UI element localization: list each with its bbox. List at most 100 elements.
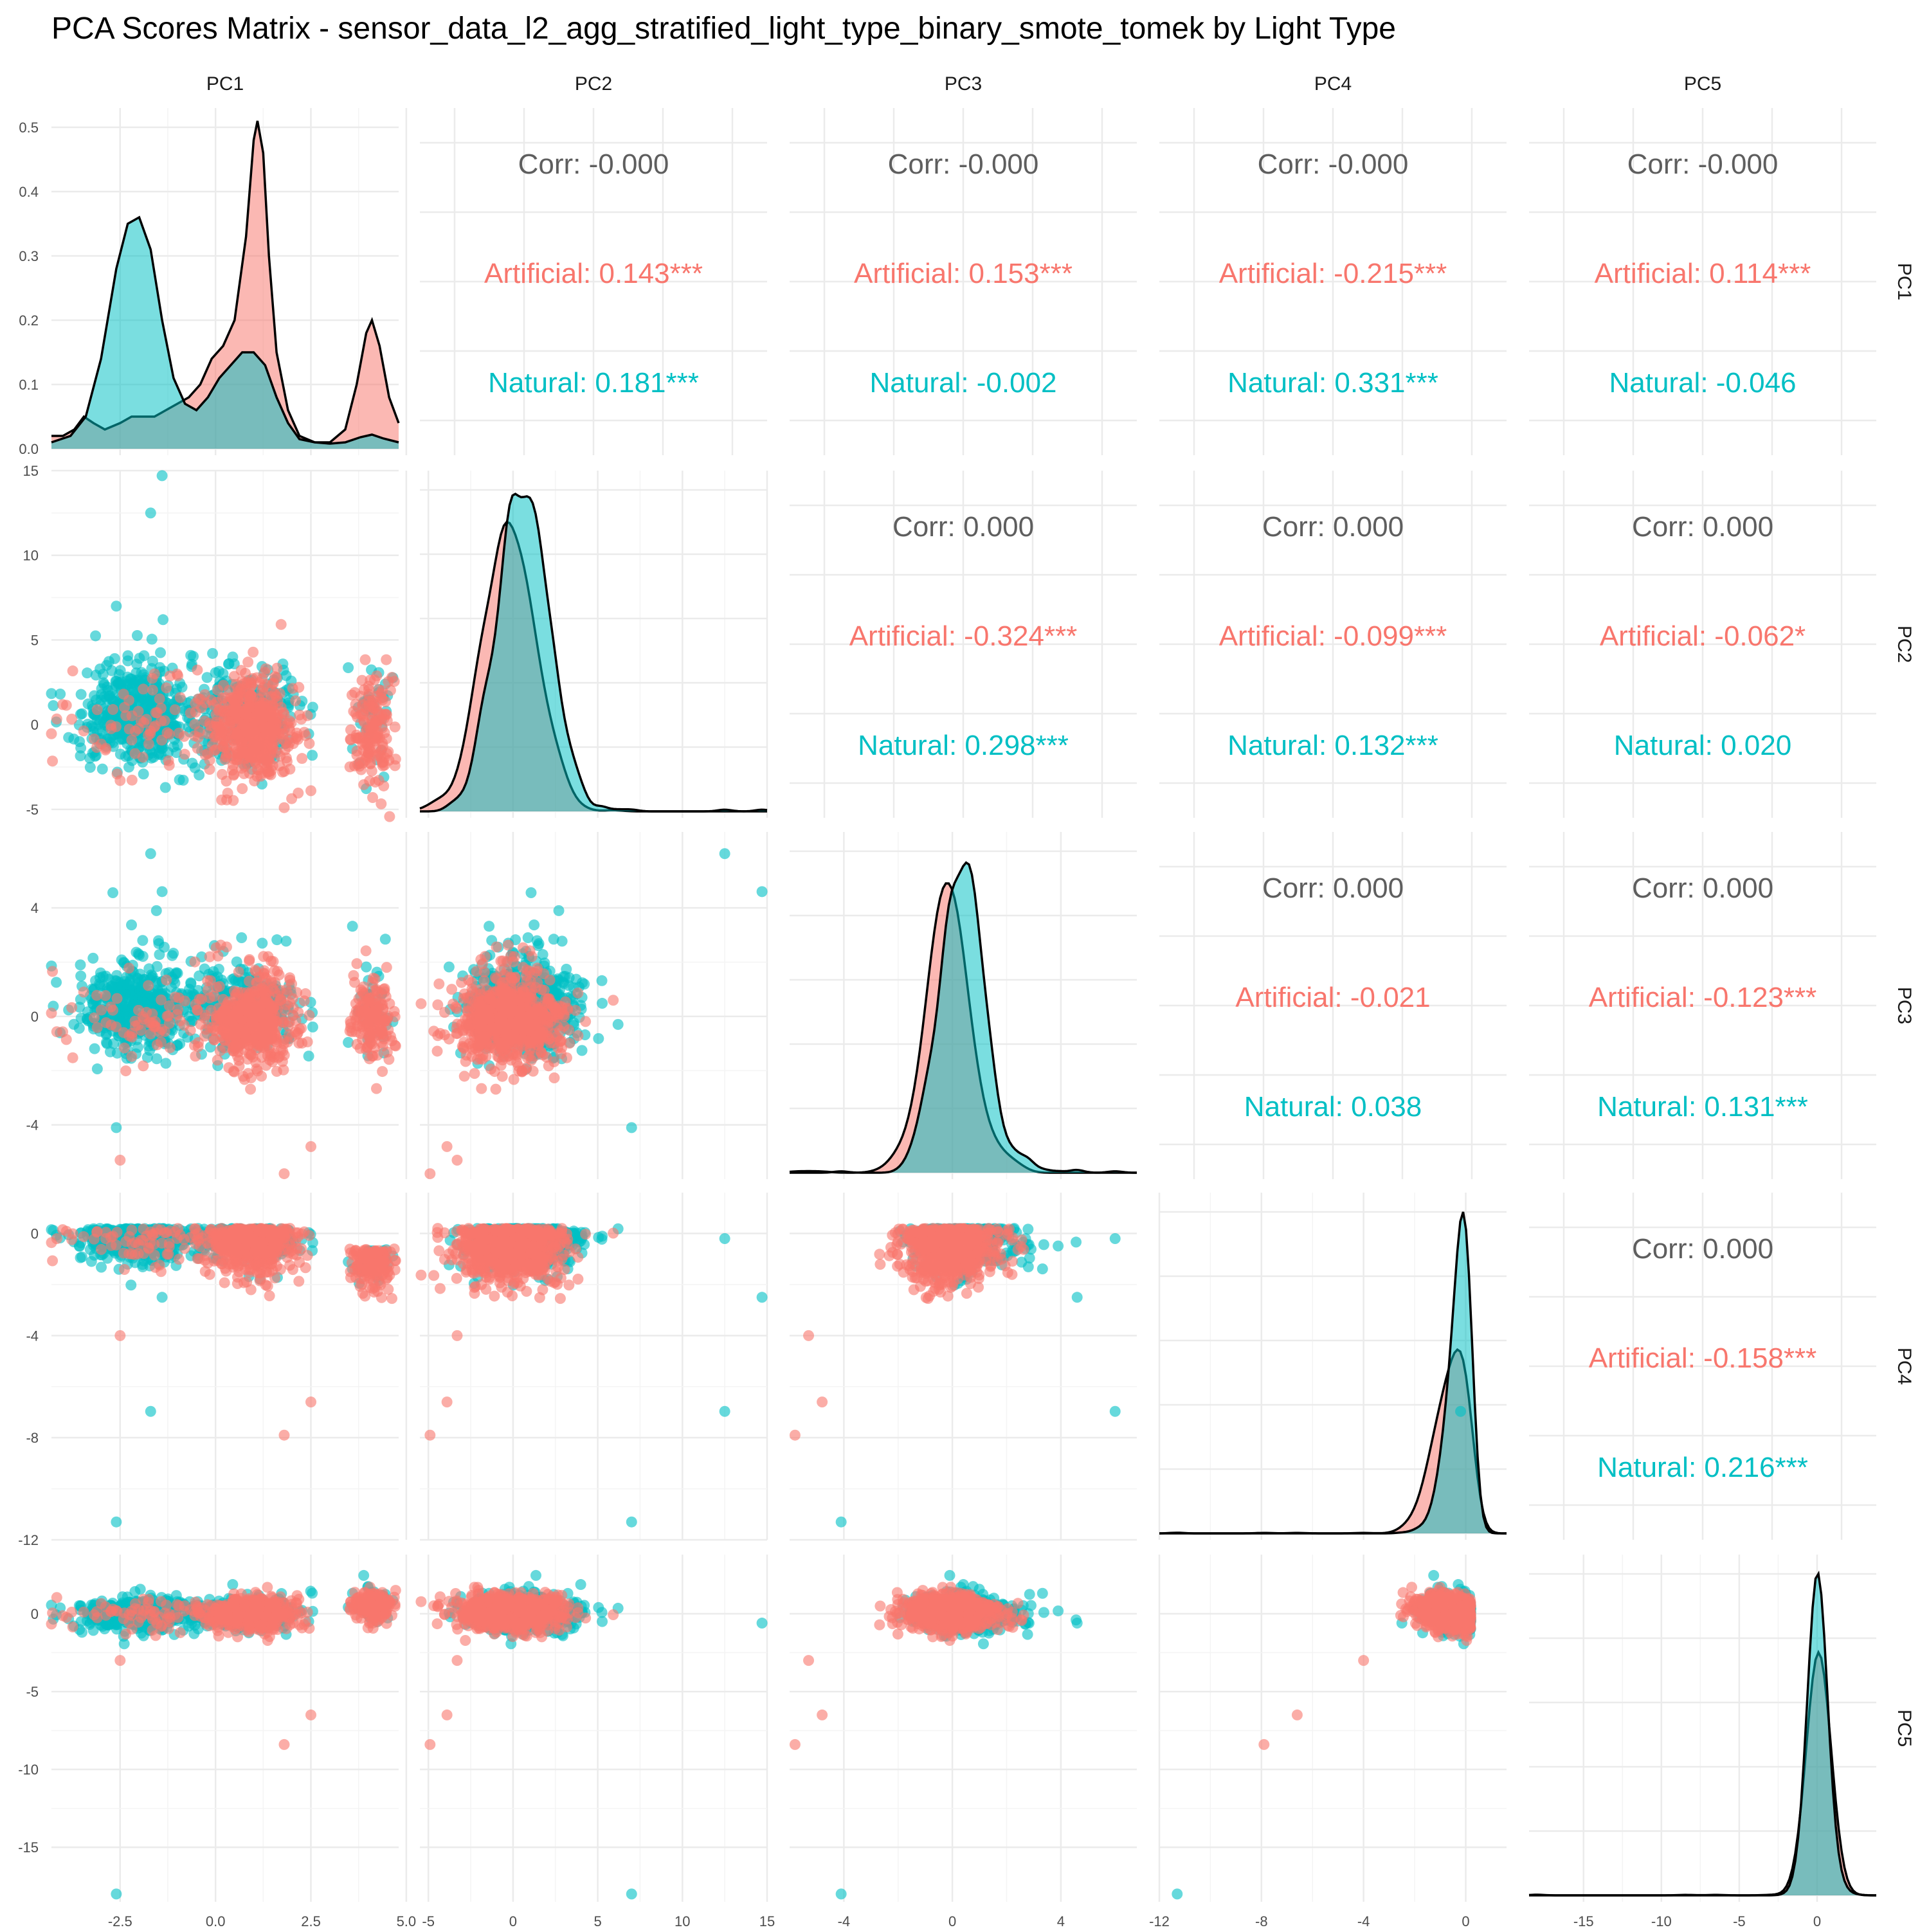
panel-pc3-pc1-point-artificial-540: [300, 988, 311, 999]
panel-pc3-pc1-point-artificial-685: [228, 1025, 239, 1036]
panel-pc2-pc4-corr-artificial-sep: :: [1318, 620, 1334, 652]
panel-pc1-pc3-corr-natural-label: Natural: [869, 367, 961, 399]
panel-pc2-pc1-point-artificial-715: [260, 763, 271, 774]
panel-pc2-pc4-corr-artificial-label: Artificial: [1219, 620, 1318, 652]
panel-pc2-pc1-point-artificial-735: [245, 690, 256, 701]
panel-pc3-pc2-point-natural-228: [444, 962, 455, 973]
panel-pc2-pc1-point-artificial-718: [254, 677, 265, 688]
panel-pc3-pc2-point-natural-381: [577, 977, 588, 988]
panel-pc3-pc2-point-artificial-751: [442, 1141, 453, 1152]
panel-pc1-pc3-corr-artificial-sep: :: [953, 258, 968, 289]
panel-pc3-pc2-point-natural-440: [525, 887, 536, 898]
panel-pc3-pc3: [790, 832, 1137, 1179]
panel-pc2-pc1-point-natural-741: [155, 647, 166, 658]
panel-pc3-pc1-point-artificial-736: [266, 1020, 277, 1031]
panel-pc3-pc2-point-natural-750: [720, 848, 730, 859]
panel-pc2-pc1-point-artificial-81: [237, 783, 248, 794]
panel-pc3-pc1-point-artificial-339: [383, 1054, 394, 1065]
panel-pc1-pc3-corr-overall: Corr: -0.000: [888, 149, 1039, 180]
panel-pc3-pc1-point-natural-752: [111, 1122, 122, 1133]
panel-pc2-pc1-point-artificial-606: [192, 665, 203, 676]
panel-pc2-pc1-point-artificial-740: [349, 687, 360, 698]
panel-pc2-pc3-corr-natural-value: 0.298***: [964, 730, 1068, 761]
panel-pc2-pc1-point-artificial-695: [228, 795, 239, 806]
panel-pc3-pc2-point-artificial-695: [432, 1045, 443, 1056]
panel-pc3-pc2-point-artificial-747: [466, 1029, 476, 1040]
panel-pc2-pc1-point-artificial-607: [46, 728, 57, 739]
panel-pc3-pc1-point-artificial-597: [100, 1017, 111, 1028]
panel-pc3-pc2-point-artificial-673: [480, 1051, 491, 1062]
panel-pc1-pc5-corr-value: -0.000: [1698, 149, 1779, 180]
panel-pc3-pc2-point-natural-35: [577, 1045, 588, 1056]
panel-pc1-pc5-corr-natural-value: -0.046: [1716, 367, 1797, 399]
panel-pc2-pc1-point-artificial-747: [239, 761, 250, 772]
panel-pc3-pc1-point-artificial-437: [89, 1013, 100, 1024]
panel-pc1-pc2-corr-artificial-label: Artificial: [484, 258, 583, 289]
panel-pc2-pc1-point-artificial-699: [390, 754, 401, 764]
panel-pc3-pc4-corr-artificial-sep: :: [1334, 982, 1350, 1013]
panel-pc2-pc4-corr-overall: Corr: 0.000: [1262, 511, 1404, 543]
panel-pc2-pc1-point-artificial-719: [345, 734, 356, 745]
panel-pc3-pc4-corr-artificial: Artificial: -0.021: [1235, 982, 1430, 1013]
panel-pc2-pc5-corr-natural-label: Natural: [1614, 730, 1705, 761]
panel-pc2-pc3-corr-artificial-value: -0.324***: [964, 620, 1077, 652]
panel-pc3-pc1-point-artificial-678: [244, 976, 255, 987]
panel-pc3-pc1-point-artificial-607: [46, 1007, 57, 1018]
panel-pc2-pc1-point-artificial-504: [161, 682, 172, 693]
panel-pc3-pc1-point-artificial-4: [189, 957, 200, 968]
panel-pc3-pc2-point-artificial-686: [572, 1030, 583, 1041]
panel-pc3-pc1-point-artificial-725: [271, 1038, 282, 1049]
panel-pc3-pc4-corr-value: 0.000: [1333, 872, 1404, 904]
panel-pc3-pc2-point-artificial-581: [467, 986, 478, 997]
panel-pc3-pc2: [415, 832, 767, 1179]
panel-pc2-pc1-point-artificial-707: [276, 619, 287, 630]
panel-pc2-pc1-point-artificial-697: [237, 743, 248, 754]
panel-pc1-pc2-corr-prefix: Corr:: [518, 149, 589, 180]
panel-pc1-pc5-corr-artificial: Artificial: 0.114***: [1595, 258, 1811, 289]
panel-pc3-pc2-point-artificial-456: [536, 1047, 547, 1058]
panel-pc3-pc2-point-artificial-550: [518, 943, 529, 953]
panel-pc2-pc1-point-artificial-592: [51, 714, 62, 725]
panel-pc3-pc1-point-artificial-151: [120, 1065, 131, 1076]
panel-pc1-pc5-corr-natural: Natural: -0.046: [1609, 367, 1796, 399]
panel-pc3-pc2-point-artificial-603: [521, 1062, 532, 1073]
panel-pc1-pc4-corr-artificial: Artificial: -0.215***: [1219, 258, 1447, 289]
panel-pc2-pc1-point-artificial-557: [370, 777, 381, 788]
panel-pc3-pc2-point-artificial-734: [473, 1042, 484, 1053]
panel-pc2-pc1-point-natural-353: [120, 751, 131, 762]
panel-pc3-pc1-point-artificial-731: [127, 1028, 138, 1039]
panel-pc2-pc1-point-artificial-726: [256, 705, 267, 716]
panel-pc3-pc1-point-artificial-722: [268, 1002, 279, 1013]
panel-pc3-pc2-point-natural-176: [529, 919, 539, 930]
panel-pc3-pc1-point-artificial-401: [351, 958, 362, 969]
panel-pc3-pc1-point-artificial-734: [219, 1042, 230, 1053]
panel-pc3-pc2-point-natural-206: [597, 998, 608, 1009]
panel-pc3-pc1-point-artificial-105: [245, 1084, 256, 1095]
panel-pc3-pc2-point-artificial-136: [415, 998, 426, 1009]
panel-pc3-pc1-point-natural-184: [68, 1019, 79, 1030]
panel-pc2-pc1-point-artificial-564: [189, 730, 200, 741]
panel-pc3-pc1-point-natural-751: [157, 886, 168, 897]
panel-pc2-pc1-point-artificial-727: [221, 736, 232, 746]
panel-pc2-pc1-point-artificial-709: [232, 688, 243, 699]
panel-pc3-pc2-point-artificial-239: [446, 984, 457, 995]
panel-pc3-pc5-corr-artificial-value: -0.123***: [1703, 982, 1816, 1013]
panel-pc3-pc1-point-artificial-550: [211, 943, 222, 953]
panel-pc3-pc1-point-artificial-689: [233, 966, 244, 977]
panel-pc3-pc2-point-artificial-606: [562, 1004, 573, 1015]
panel-pc3-pc1-point-natural-228: [361, 962, 372, 973]
panel-pc3-pc1-point-natural-505: [167, 950, 177, 961]
panel-pc3-pc2-point-artificial-745: [498, 955, 509, 966]
panel-pc1-pc2-corr-natural-sep: :: [579, 367, 595, 399]
panel-pc3-pc2-point-artificial-727: [491, 941, 502, 952]
panel-pc2-pc1-point-artificial-744: [219, 713, 230, 724]
panel-pc2-pc5-corr-overall: Corr: 0.000: [1632, 511, 1773, 543]
panel-pc3-pc2-point-artificial-733: [515, 1034, 526, 1045]
panel-pc2-pc1-point-artificial-568: [296, 714, 307, 725]
panel-pc2-pc1-point-artificial-431: [360, 655, 371, 665]
panel-pc3-pc2-point-artificial-630: [522, 1052, 533, 1063]
panel-pc3-pc1-point-artificial-741: [383, 1011, 394, 1022]
panel-pc3-pc2-point-artificial-715: [464, 1019, 475, 1030]
panel-pc2-pc5-corr-artificial-sep: :: [1699, 620, 1714, 652]
